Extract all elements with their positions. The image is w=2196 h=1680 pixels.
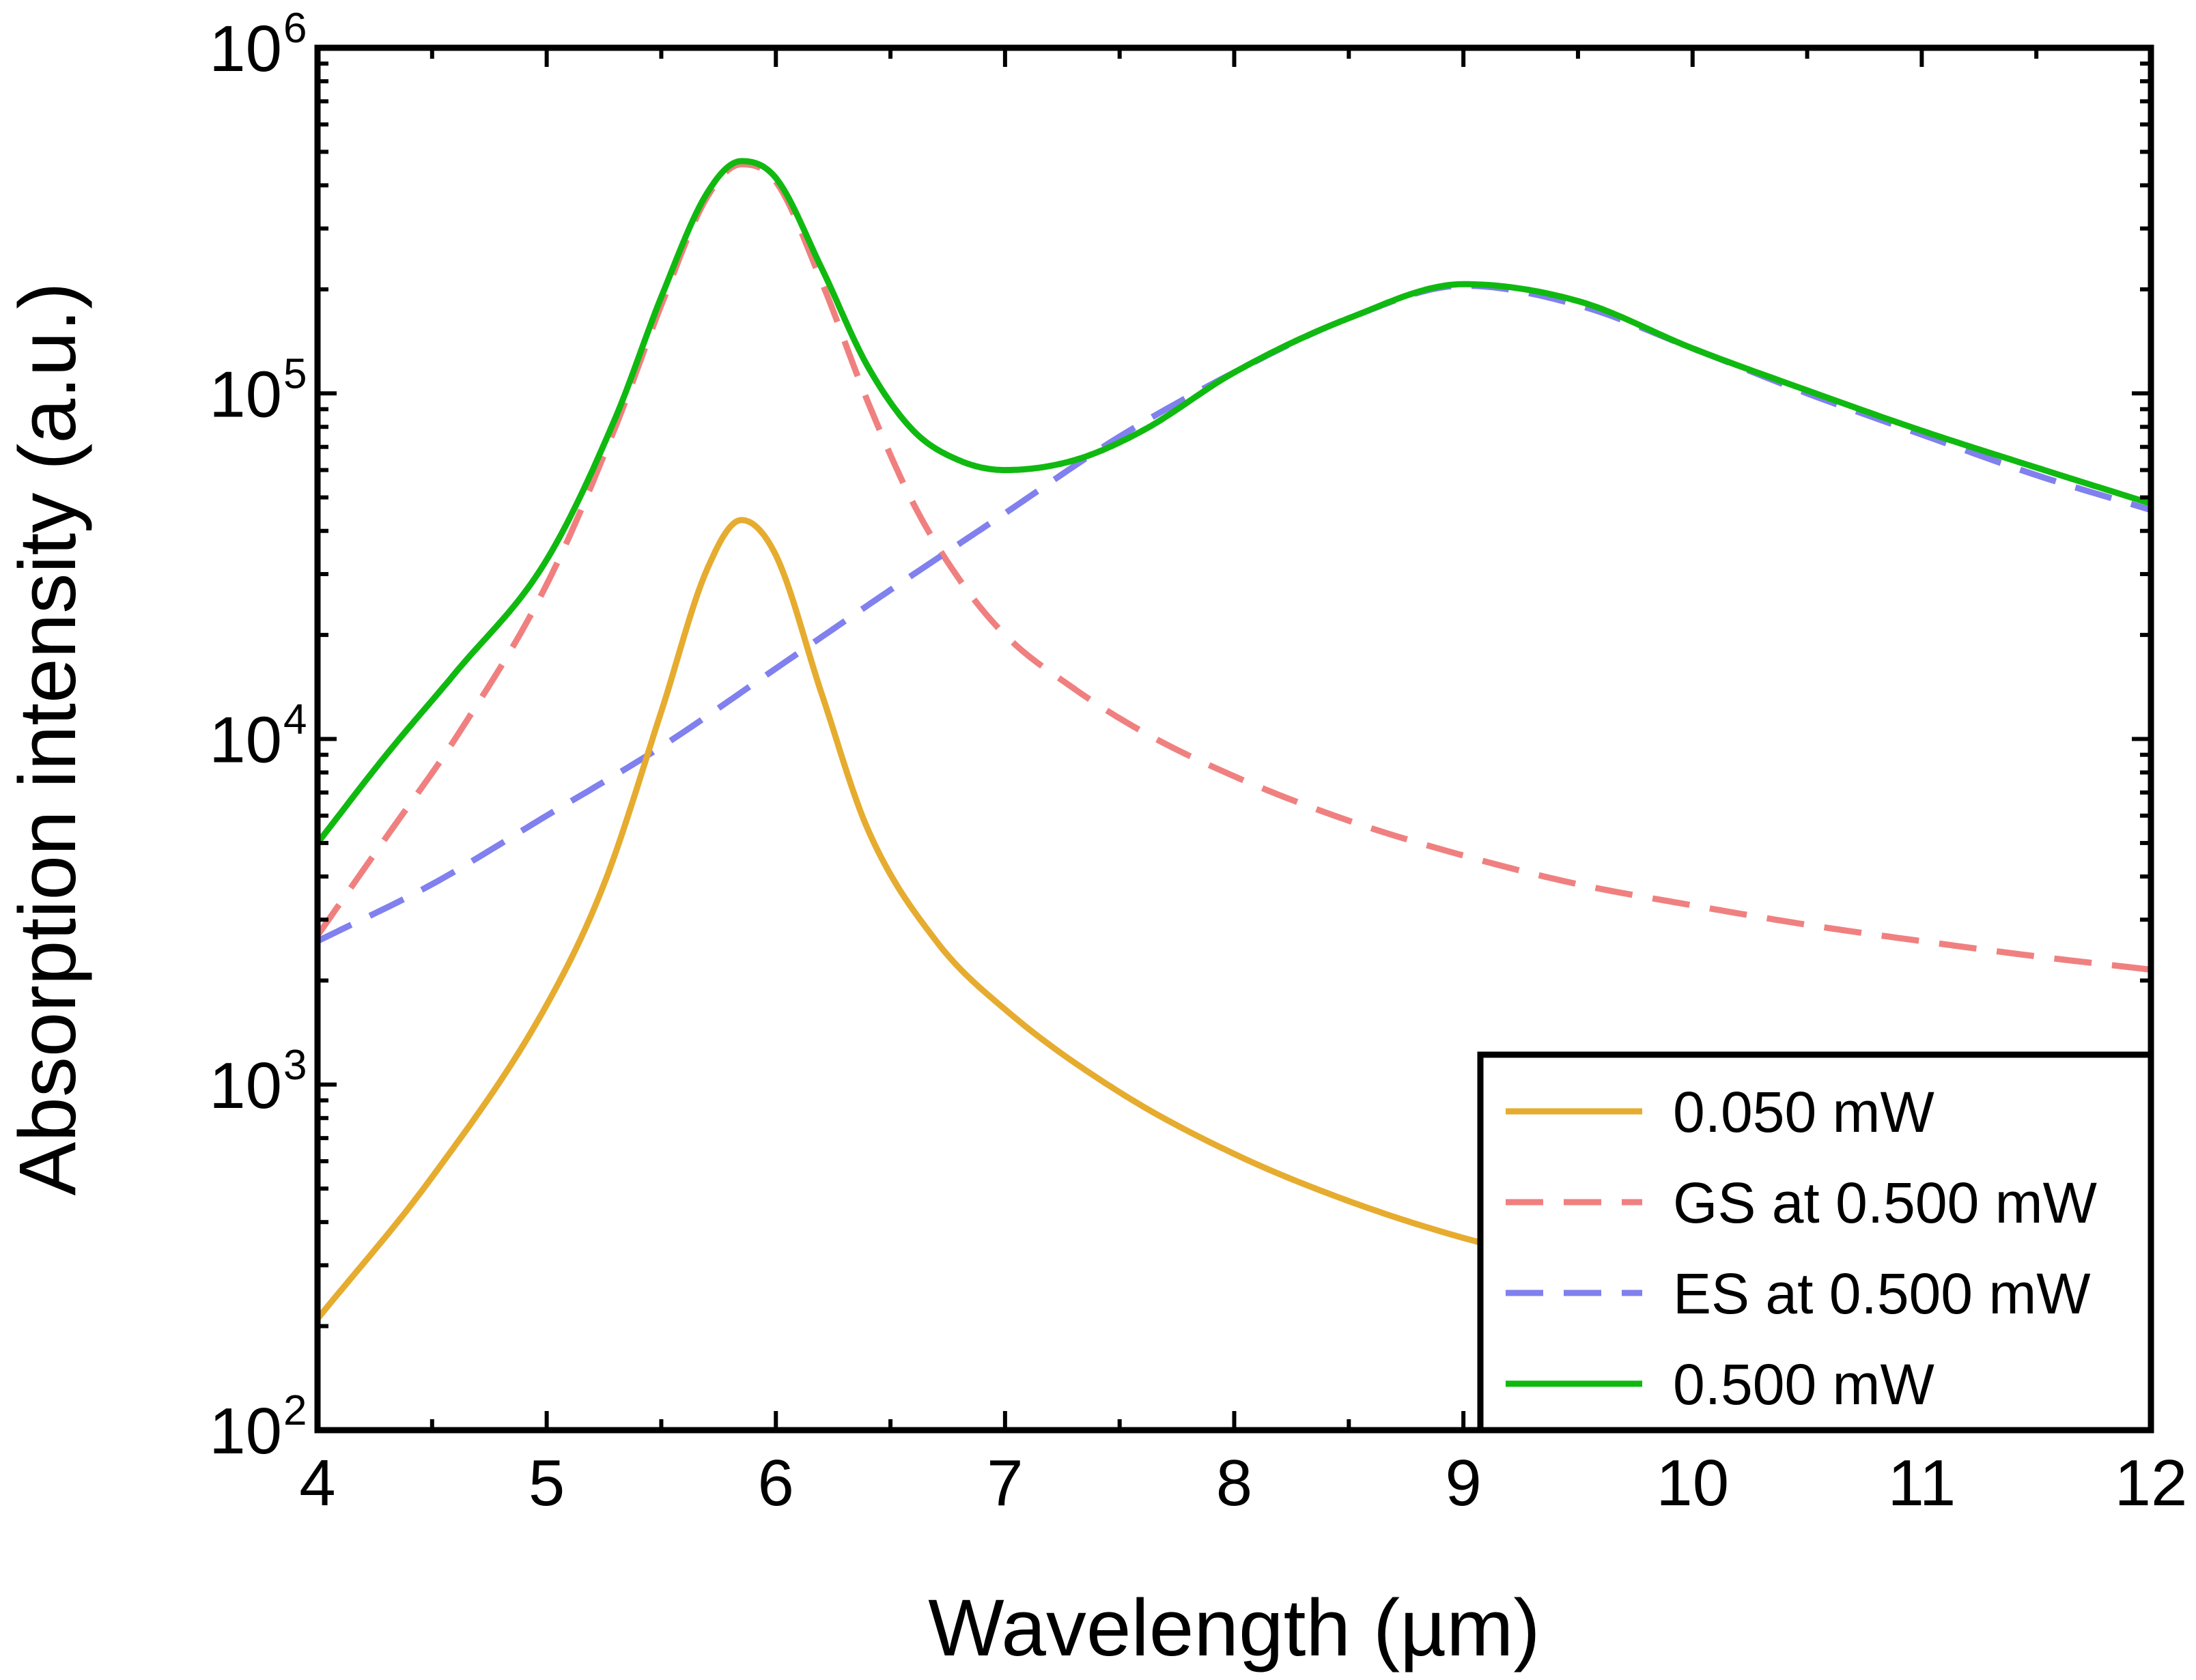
legend-label-0-500-mw: 0.500 mW: [1673, 1352, 1934, 1416]
legend-box: [1477, 1051, 2154, 1434]
legend-label-gs-at-0-500-mw: GS at 0.500 mW: [1673, 1171, 2097, 1235]
y-tick-label: 10: [209, 1395, 282, 1468]
x-tick-label: 6: [758, 1447, 794, 1520]
x-tick-label: 7: [987, 1447, 1023, 1520]
x-tick-label: 4: [299, 1447, 335, 1520]
x-tick-label: 12: [2115, 1447, 2188, 1520]
x-tick-label: 5: [529, 1447, 565, 1520]
series-line-gs-at-0-500-mw: [315, 161, 2152, 973]
y-tick-label: 10: [209, 358, 282, 431]
x-tick-label: 9: [1445, 1447, 1481, 1520]
y-tick-exponent: 4: [283, 696, 307, 743]
legend-label-0-050-mw: 0.050 mW: [1673, 1080, 1934, 1144]
y-tick-label: 10: [209, 12, 282, 85]
x-tick-label: 8: [1216, 1447, 1252, 1520]
x-axis-label: Wavelength (µm): [928, 1583, 1540, 1673]
x-tick-label: 11: [1888, 1447, 1956, 1520]
series-line-es-at-0-500-mw: [315, 282, 2152, 944]
legend-label-es-at-0-500-mw: ES at 0.500 mW: [1673, 1262, 2091, 1326]
y-tick-exponent: 2: [283, 1387, 307, 1434]
y-axis-label: Absorption intensity (a.u.): [3, 283, 93, 1196]
y-tick-exponent: 3: [283, 1042, 307, 1089]
y-tick-exponent: 5: [283, 350, 307, 397]
y-tick-label: 10: [209, 1049, 282, 1122]
y-tick-exponent: 6: [283, 5, 307, 52]
x-tick-label: 10: [1656, 1447, 1729, 1520]
series-line-0-500-mw: [314, 158, 2154, 846]
axis-ticks: [315, 46, 2153, 1432]
legend: 0.050 mW GS at 0.500 mW ES at 0.500 mW 0.50…: [1477, 1051, 2154, 1434]
y-tick-label: 10: [209, 704, 282, 777]
